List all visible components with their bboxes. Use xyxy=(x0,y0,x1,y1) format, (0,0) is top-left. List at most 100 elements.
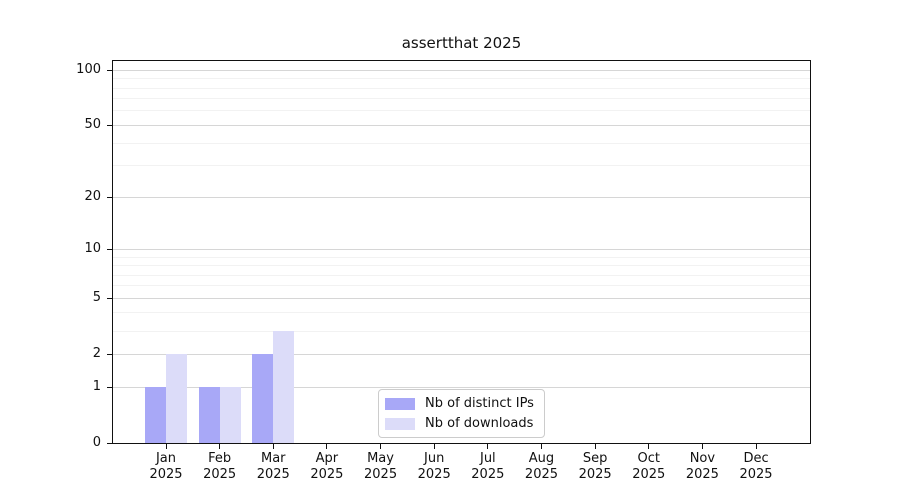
bars-layer xyxy=(113,61,810,443)
y-tick-label-10: 10 xyxy=(84,241,101,257)
gridline-minor-6 xyxy=(113,285,810,287)
x-tick-nov-2025 xyxy=(701,444,703,449)
x-tick-label-line: 2025 xyxy=(739,467,773,482)
gridline-minor-40 xyxy=(113,142,810,144)
x-tick-label-jun-2025: Jun 2025 xyxy=(394,451,474,483)
gridline-minor-80 xyxy=(113,87,810,89)
bar-nb-of-distinct-ips-mar-2025 xyxy=(252,354,274,443)
x-tick-label-line: Sep xyxy=(582,451,608,466)
x-tick-label-line: 2025 xyxy=(364,467,398,482)
legend-swatch-distinct-ips-icon xyxy=(385,397,415,410)
bar-nb-of-downloads-mar-2025 xyxy=(273,331,295,443)
legend-label-downloads: Nb of downloads xyxy=(425,416,534,431)
x-tick-jul-2025 xyxy=(487,444,489,449)
gridline-minor-70 xyxy=(113,98,810,100)
bar-nb-of-downloads-jan-2025 xyxy=(166,354,187,443)
legend-label-distinct-ips: Nb of distinct IPs xyxy=(425,396,534,411)
x-tick-label-line: Jan xyxy=(155,451,177,466)
x-tick-label-line: 2025 xyxy=(256,467,290,482)
x-tick-sep-2025 xyxy=(594,444,596,449)
legend-swatch-downloads-icon xyxy=(385,417,415,430)
y-tick-label-0: 0 xyxy=(92,435,101,450)
grid-layer xyxy=(113,61,810,443)
x-tick-label-line: 2025 xyxy=(632,467,666,482)
y-tick-label-5: 5 xyxy=(92,290,101,306)
x-tick-apr-2025 xyxy=(326,444,328,449)
x-tick-label-line: May xyxy=(367,451,394,466)
gridline-minor-7 xyxy=(113,274,810,276)
x-tick-label-line: Nov xyxy=(689,451,716,466)
legend: Nb of distinct IPs Nb of downloads xyxy=(378,389,545,438)
gridline-major-10 xyxy=(113,248,810,250)
x-tick-label-oct-2025: Oct 2025 xyxy=(609,451,689,483)
x-tick-label-dec-2025: Dec 2025 xyxy=(716,451,796,483)
x-tick-label-line: Oct xyxy=(637,451,660,466)
gridline-minor-90 xyxy=(113,78,810,80)
x-tick-label-line: Jun xyxy=(424,451,445,466)
gridline-minor-3 xyxy=(113,330,810,332)
gridline-major-5 xyxy=(113,297,810,299)
x-tick-label-line: Aug xyxy=(528,451,555,466)
x-tick-label-line: 2025 xyxy=(685,467,719,482)
x-tick-label-line: 2025 xyxy=(149,467,183,482)
gridline-major-2 xyxy=(113,353,810,355)
y-tick-label-100: 100 xyxy=(76,62,101,78)
x-tick-label-jan-2025: Jan 2025 xyxy=(126,451,206,483)
x-tick-label-line: 2025 xyxy=(417,467,451,482)
x-tick-label-nov-2025: Nov 2025 xyxy=(662,451,742,483)
x-tick-label-line: Mar xyxy=(261,451,286,466)
x-tick-label-may-2025: May 2025 xyxy=(341,451,421,483)
y-tick-50 xyxy=(107,124,112,126)
gridline-minor-4 xyxy=(113,312,810,314)
y-tick-label-1: 1 xyxy=(92,379,101,394)
x-tick-jan-2025 xyxy=(165,444,167,449)
legend-entry-downloads: Nb of downloads xyxy=(385,416,534,431)
x-tick-label-line: Jul xyxy=(479,451,496,466)
y-tick-20 xyxy=(107,196,112,198)
y-tick-label-50: 50 xyxy=(84,117,101,133)
x-tick-label-line: 2025 xyxy=(310,467,344,482)
x-tick-label-line: 2025 xyxy=(578,467,612,482)
x-tick-label-line: Apr xyxy=(315,451,339,466)
x-tick-jun-2025 xyxy=(433,444,435,449)
gridline-minor-30 xyxy=(113,165,810,167)
gridline-major-50 xyxy=(113,124,810,126)
x-tick-may-2025 xyxy=(380,444,382,449)
x-tick-label-line: 2025 xyxy=(524,467,559,482)
x-tick-label-sep-2025: Sep 2025 xyxy=(555,451,635,483)
y-tick-1 xyxy=(107,386,112,388)
x-tick-label-jul-2025: Jul 2025 xyxy=(448,451,528,483)
y-tick-label-2: 2 xyxy=(92,346,101,362)
gridline-minor-60 xyxy=(113,110,810,112)
y-tick-0 xyxy=(107,442,112,444)
gridline-major-100 xyxy=(113,69,810,71)
gridline-major-20 xyxy=(113,196,810,198)
x-tick-label-line: 2025 xyxy=(203,467,237,482)
y-tick-10 xyxy=(107,248,112,250)
y-tick-5 xyxy=(107,297,112,299)
bar-nb-of-distinct-ips-feb-2025 xyxy=(198,387,220,443)
plot-area xyxy=(112,60,811,444)
x-tick-oct-2025 xyxy=(648,444,650,449)
x-tick-feb-2025 xyxy=(219,444,221,449)
x-tick-aug-2025 xyxy=(540,444,542,449)
y-tick-2 xyxy=(107,353,112,355)
bar-nb-of-distinct-ips-jan-2025 xyxy=(145,387,166,443)
gridline-major-1 xyxy=(113,386,810,388)
x-tick-label-feb-2025: Feb 2025 xyxy=(180,451,260,483)
y-tick-label-20: 20 xyxy=(84,189,101,205)
x-tick-label-line: Dec xyxy=(743,451,769,466)
gridline-minor-8 xyxy=(113,265,810,266)
x-tick-label-line: 2025 xyxy=(471,467,505,482)
chart-title: assertthat 2025 xyxy=(401,34,522,52)
x-tick-label-aug-2025: Aug 2025 xyxy=(501,451,581,483)
x-tick-dec-2025 xyxy=(755,444,757,449)
y-tick-100 xyxy=(107,69,112,71)
gridline-minor-9 xyxy=(113,256,810,258)
x-tick-label-line: Feb xyxy=(208,451,232,466)
bar-nb-of-downloads-feb-2025 xyxy=(219,387,241,443)
legend-entry-distinct-ips: Nb of distinct IPs xyxy=(385,396,534,411)
x-tick-label-apr-2025: Apr 2025 xyxy=(287,451,367,483)
x-tick-label-mar-2025: Mar 2025 xyxy=(233,451,313,483)
